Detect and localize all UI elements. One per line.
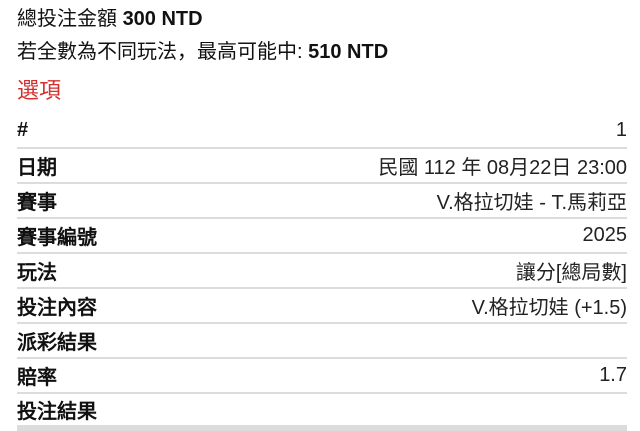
total-stake: 總投注金額 300 NTD [17,7,203,31]
row-value: V.格拉切娃 (+1.5) [471,297,627,319]
row-label: 賽事編號 [17,227,97,249]
row-label: 賠率 [17,367,57,389]
row-label: 玩法 [17,262,57,284]
row-label: 投注結果 [17,401,97,423]
max-payout: 若全數為不同玩法，最高可能中: 510 NTD [17,40,388,64]
row-label: 投注內容 [17,297,97,319]
selection-table: #1 日期 民國 112 年 08月22日 23:00 賽事 V.格拉切娃 - T.… [17,114,627,431]
table-row: 賽事 V.格拉切娃 - T.馬莉亞 [17,184,627,219]
row-label: 派彩結果 [17,332,97,354]
row-label: 日期 [17,157,57,179]
table-row: 投注內容 V.格拉切娃 (+1.5) [17,289,627,324]
max-payout-value: 510 NTD [308,41,389,63]
max-payout-label: 若全數為不同玩法，最高可能中: [17,41,303,63]
table-row: 投注結果 [17,394,627,431]
row-label: # [17,119,29,141]
row-value: V.格拉切娃 - T.馬莉亞 [436,192,627,214]
table-row: 日期 民國 112 年 08月22日 23:00 [17,149,627,184]
table-row: 賽事編號 2025 [17,219,627,254]
total-stake-label: 總投注金額 [17,8,117,30]
table-row: 派彩結果 [17,324,627,359]
row-value: 民國 112 年 08月22日 23:00 [378,157,627,179]
table-row: 玩法 讓分[總局數] [17,254,627,289]
row-label: 賽事 [17,192,57,214]
row-value: 1 [615,119,627,141]
table-row: #1 [17,114,627,149]
row-value: 2025 [582,224,628,246]
row-value: 讓分[總局數] [515,262,627,284]
total-stake-value: 300 NTD [122,8,203,30]
table-row: 賠率 1.7 [17,359,627,394]
row-value: 1.7 [599,364,627,386]
section-title: 選項 [17,78,62,103]
